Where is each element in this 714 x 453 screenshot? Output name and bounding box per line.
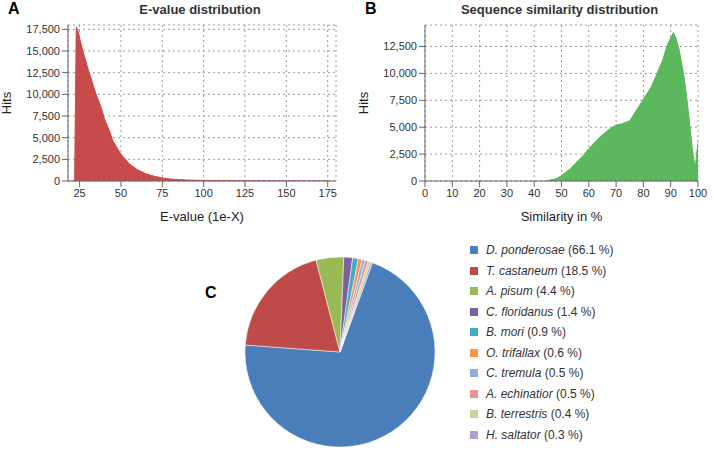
svg-text:15,000: 15,000: [26, 45, 60, 57]
svg-text:5,000: 5,000: [389, 121, 417, 133]
svg-text:10,000: 10,000: [26, 88, 60, 100]
svg-text:2,500: 2,500: [389, 148, 417, 160]
html-text:C. tremula (0.5 %): C. tremula (0.5 %): [486, 366, 584, 381]
svg-text:10,000: 10,000: [383, 67, 417, 79]
html-text:C. floridanus (1.4 %): C. floridanus (1.4 %): [486, 304, 596, 319]
svg-text:12,500: 12,500: [26, 67, 60, 79]
svg-text:0: 0: [54, 175, 60, 187]
svg-text:175: 175: [319, 187, 337, 199]
svg-text:150: 150: [277, 187, 295, 199]
svg-text:40: 40: [528, 187, 540, 199]
html-text:T. castaneum (18.5 %): T. castaneum (18.5 %): [486, 263, 607, 278]
html-text:A. echinatior (0.5 %): A. echinatior (0.5 %): [486, 386, 595, 401]
svg-text:Similarity in %: Similarity in %: [521, 209, 603, 224]
svg-text:25: 25: [73, 187, 85, 199]
svg-text:E-value (1e-X): E-value (1e-X): [160, 209, 244, 224]
svg-text:Hits: Hits: [8, 91, 14, 114]
svg-text:5,000: 5,000: [32, 132, 60, 144]
html-text:B: B: [365, 0, 377, 17]
svg-text:80: 80: [637, 187, 649, 199]
html-text:B. mori (0.9 %): B. mori (0.9 %): [486, 325, 566, 340]
svg-text:30: 30: [501, 187, 513, 199]
svg-text:60: 60: [583, 187, 595, 199]
svg-text:90: 90: [665, 187, 677, 199]
html-text:D. ponderosae (66.1 %): D. ponderosae (66.1 %): [486, 243, 614, 258]
svg-text:75: 75: [156, 187, 168, 199]
svg-text:2,500: 2,500: [32, 153, 60, 165]
html-text:C: C: [205, 284, 217, 301]
svg-text:0: 0: [411, 175, 417, 187]
html-text:B. terrestris (0.4 %): B. terrestris (0.4 %): [486, 407, 590, 422]
svg-text:7,500: 7,500: [32, 110, 60, 122]
html-text:E-value distribution: E-value distribution: [139, 2, 261, 17]
html-text:Sequence similarity distributi: Sequence similarity distribution: [460, 2, 659, 17]
svg-text:7,500: 7,500: [389, 94, 417, 106]
svg-text:12,500: 12,500: [383, 40, 417, 52]
svg-text:0: 0: [422, 187, 428, 199]
html-text:A. pisum (4.4 %): A. pisum (4.4 %): [486, 284, 575, 299]
html-text:A: A: [8, 0, 20, 17]
svg-text:20: 20: [473, 187, 485, 199]
svg-text:50: 50: [555, 187, 567, 199]
svg-text:17,500: 17,500: [26, 23, 60, 35]
svg-text:70: 70: [610, 187, 622, 199]
html-text:O. trifallax (0.6 %): O. trifallax (0.6 %): [486, 345, 582, 360]
svg-text:10: 10: [446, 187, 458, 199]
svg-text:125: 125: [236, 187, 254, 199]
svg-text:Hits: Hits: [357, 91, 371, 114]
svg-text:50: 50: [115, 187, 127, 199]
svg-text:100: 100: [689, 187, 706, 199]
svg-text:100: 100: [194, 187, 212, 199]
html-text:H. saltator (0.3 %): H. saltator (0.3 %): [486, 427, 583, 442]
